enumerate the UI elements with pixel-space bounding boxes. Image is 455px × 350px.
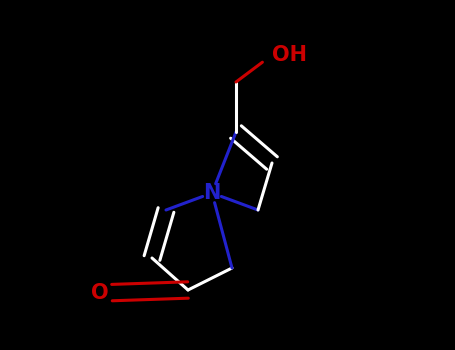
- Text: N: N: [203, 183, 221, 203]
- Text: O: O: [91, 283, 109, 303]
- Text: OH: OH: [272, 45, 307, 65]
